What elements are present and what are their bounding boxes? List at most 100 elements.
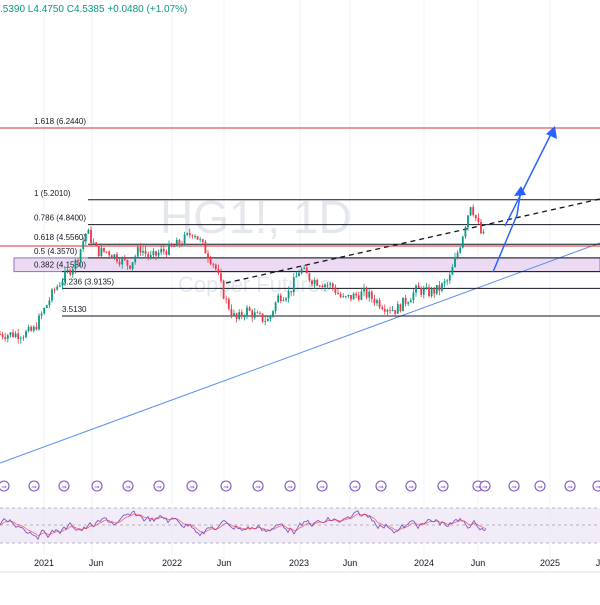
candle-body	[149, 255, 152, 257]
candle-body	[162, 248, 165, 252]
candle-body	[139, 247, 142, 253]
candle-body	[35, 326, 38, 330]
arrow-path-2	[504, 129, 554, 227]
x-tick-label: 2024	[414, 558, 434, 568]
event-marker-icon	[28, 480, 40, 492]
candle-body	[43, 307, 46, 314]
candle-body	[363, 287, 365, 292]
candle-body	[32, 326, 35, 331]
x-tick-label: 2022	[162, 558, 182, 568]
candle-body	[368, 291, 371, 298]
x-tick-label: Jun	[217, 558, 232, 568]
rsi-signal-line	[0, 513, 487, 536]
candle-body	[51, 289, 53, 301]
event-marker-glyph: ⇒	[378, 484, 384, 491]
candle-body	[469, 207, 472, 216]
candle-body	[113, 254, 116, 258]
candle-body	[298, 273, 300, 277]
candle-body	[79, 249, 82, 262]
candle-body	[342, 296, 345, 298]
candle-body	[230, 308, 233, 316]
candle-body	[0, 334, 1, 335]
candle-body	[472, 207, 475, 216]
candle-body	[227, 298, 230, 309]
event-marker-glyph: ⇒	[1, 484, 7, 491]
candle-body	[337, 292, 339, 295]
event-marker-icon	[252, 480, 264, 492]
candle-body	[199, 239, 202, 241]
candle-body	[467, 215, 469, 228]
candle-body	[4, 336, 7, 339]
event-marker-icon	[534, 480, 546, 492]
ohlc-text: .5390 L4.4750 C4.5385 +0.0480 (+1.07%)	[0, 4, 188, 15]
candle-body	[38, 315, 40, 330]
event-marker-glyph: ⇒	[475, 484, 481, 491]
candle-body	[251, 310, 254, 318]
candle-body	[461, 236, 464, 248]
candle-body	[399, 304, 402, 312]
candle-body	[69, 269, 72, 275]
candle-body	[168, 243, 170, 255]
event-markers[interactable]: ⇒ ⇒ ⇒ ⇒ ⇒ ⇒ ⇒ ⇒ ⇒ ⇒ ⇒ ⇒ ⇒ ⇒ ⇒ ⇒ ⇒ ⇒ ⇒ ⇒ ⇒	[0, 480, 600, 492]
candle-body	[464, 227, 467, 237]
candle-body	[456, 252, 459, 258]
x-tick-label: J	[596, 558, 600, 568]
candle-body	[178, 239, 181, 245]
candle-body	[214, 264, 217, 270]
candle-body	[334, 287, 337, 293]
candle-body	[84, 233, 87, 242]
candle-body	[103, 247, 105, 252]
candle-body	[61, 281, 64, 286]
candle-body	[121, 258, 124, 265]
candle-body	[90, 229, 92, 244]
candle-body	[22, 337, 25, 339]
fib-label: 0.5 (4.3570)	[34, 247, 77, 256]
grid	[43, 0, 551, 570]
candle-body	[116, 254, 118, 262]
event-marker-glyph: ⇒	[482, 484, 488, 491]
candle-body	[129, 265, 131, 269]
candle-body	[123, 258, 126, 260]
candle-body	[77, 259, 79, 262]
candle-body	[407, 302, 410, 304]
fib-label: 0.618 (4.5560)	[34, 233, 86, 242]
candle-body	[9, 332, 12, 336]
event-marker-icon	[284, 480, 296, 492]
candle-body	[53, 289, 56, 291]
candle-body	[355, 293, 358, 296]
candle-body	[196, 236, 199, 240]
candle-body	[396, 304, 399, 314]
candle-body	[207, 253, 209, 259]
x-tick-label: 2023	[289, 558, 309, 568]
candle-body	[27, 326, 30, 332]
candle-body	[292, 277, 295, 293]
candle-body	[433, 288, 436, 294]
candle-body	[212, 263, 215, 265]
candle-body	[235, 313, 238, 319]
event-marker-icon	[186, 480, 198, 492]
candle-body	[97, 245, 100, 257]
candle-body	[389, 310, 391, 311]
candle-body	[74, 259, 77, 270]
x-tick-label: Jun	[89, 558, 104, 568]
candle-body	[386, 310, 389, 312]
candle-body	[25, 331, 27, 338]
candle-body	[92, 242, 95, 244]
candle-body	[290, 291, 293, 293]
candle-body	[240, 312, 243, 317]
candle-body	[259, 312, 261, 314]
candle-body	[157, 252, 160, 256]
candle-body	[147, 253, 150, 257]
event-marker-icon	[0, 480, 10, 492]
candle-body	[422, 288, 425, 295]
candle-body	[186, 233, 189, 235]
candle-body	[394, 310, 397, 314]
candle-body	[404, 297, 407, 304]
event-marker-glyph: ⇒	[319, 484, 325, 491]
candle-body	[45, 305, 48, 308]
candle-body	[285, 298, 287, 301]
event-marker-icon	[58, 480, 70, 492]
candle-body	[383, 309, 386, 312]
candle-body	[331, 283, 334, 288]
